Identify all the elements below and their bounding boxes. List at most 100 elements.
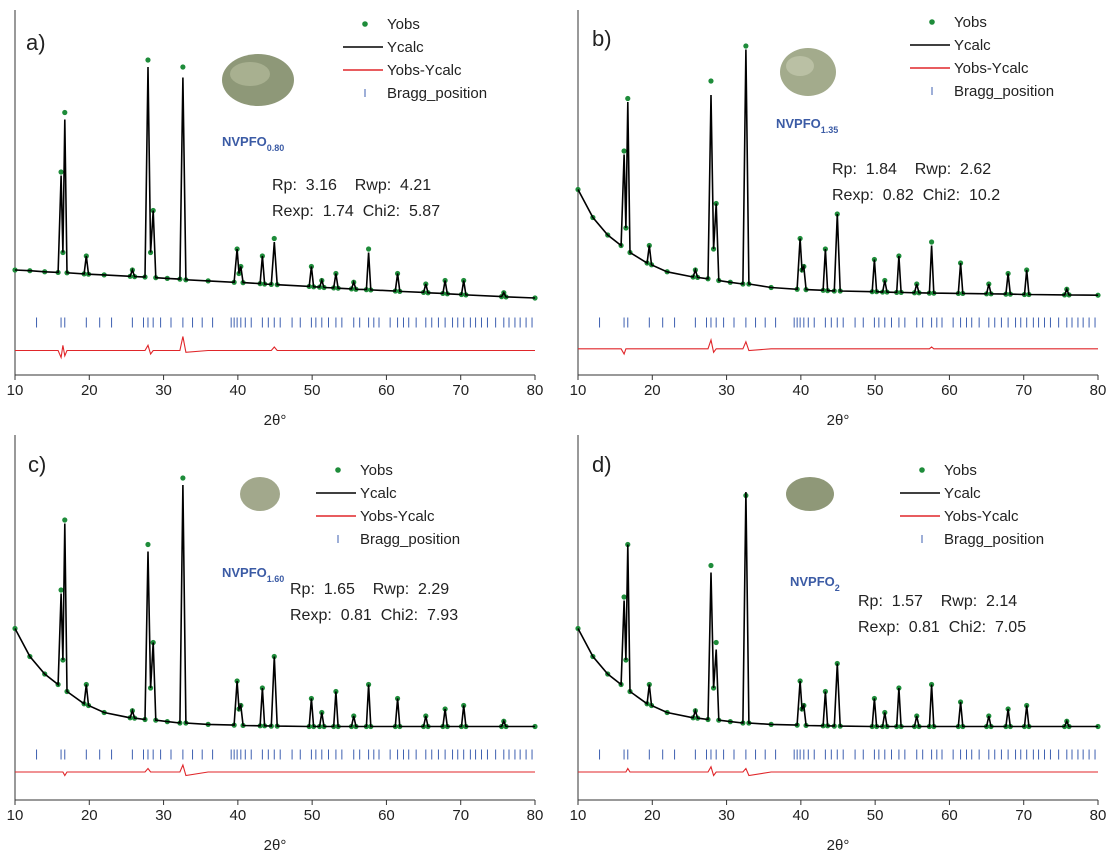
x-tick-label: 60 (378, 382, 395, 399)
yobs-point (708, 78, 714, 84)
legend-label: Yobs-Ycalc (360, 508, 435, 525)
yobs-point (62, 109, 68, 116)
x-tick-label: 10 (7, 382, 24, 399)
fit-statistics: Rexp: 0.81 Chi2: 7.93 (290, 607, 458, 624)
fit-statistics: Rp: 1.65 Rwp: 2.29 (290, 581, 449, 598)
x-tick-label: 80 (1090, 382, 1106, 399)
x-tick-label: 30 (718, 807, 735, 824)
x-tick-label: 40 (793, 807, 810, 824)
sample-sub: 1.35 (821, 125, 839, 135)
difference-line (578, 765, 1098, 777)
legend-label: Ycalc (387, 39, 424, 56)
sample-photo (230, 62, 270, 86)
sample-sub: 2 (835, 583, 840, 593)
legend-label: Yobs-Ycalc (954, 60, 1029, 77)
legend-label: Yobs-Ycalc (387, 62, 462, 79)
legend-label: Bragg_position (360, 531, 460, 548)
yobs-point (929, 239, 935, 245)
panel-label: d) (592, 452, 612, 477)
panel-label: b) (592, 26, 612, 51)
sample-base: NVPFO (222, 565, 267, 580)
x-tick-label: 20 (644, 382, 661, 399)
legend-label: Yobs (944, 462, 977, 479)
yobs-point (743, 43, 749, 49)
x-tick-label: 50 (304, 807, 321, 824)
legend-label: Bragg_position (954, 83, 1054, 100)
yobs-point (708, 562, 714, 569)
x-tick-label: 30 (155, 382, 172, 399)
legend-label: Bragg_position (387, 85, 487, 102)
yobs-point (145, 57, 151, 63)
x-tick-label: 70 (1015, 382, 1032, 399)
yobs-point (58, 169, 64, 175)
x-tick-label: 60 (378, 807, 395, 824)
x-axis-label: 2θ° (827, 837, 850, 854)
x-tick-label: 70 (452, 382, 469, 399)
yobs-point (621, 148, 627, 154)
sample-sub: 0.80 (267, 143, 285, 153)
x-tick-label: 80 (527, 382, 544, 399)
yobs-point (62, 517, 68, 523)
x-tick-label: 20 (81, 807, 98, 824)
sample-label: NVPFO1.60 (222, 565, 284, 584)
yobs-point (713, 639, 719, 646)
sample-label: NVPFO0.80 (222, 134, 284, 153)
x-tick-label: 20 (644, 807, 661, 824)
x-tick-label: 60 (941, 807, 958, 824)
legend-marker (362, 21, 368, 27)
panel-label: c) (28, 452, 46, 477)
yobs-point (145, 541, 151, 548)
x-tick-label: 50 (867, 382, 884, 399)
legend-label: Ycalc (944, 485, 981, 502)
sample-photo (786, 56, 814, 76)
x-tick-label: 40 (793, 382, 810, 399)
yobs-point (271, 235, 277, 242)
yobs-point (180, 475, 186, 481)
panel-label: a) (26, 30, 46, 55)
fit-statistics: Rexp: 0.81 Chi2: 7.05 (858, 619, 1026, 636)
ycalc-line (14, 66, 536, 299)
x-tick-label: 10 (7, 807, 24, 824)
x-tick-label: 50 (867, 807, 884, 824)
sample-photo (240, 477, 280, 511)
fit-statistics: Rp: 1.57 Rwp: 2.14 (858, 593, 1017, 610)
sample-label: NVPFO1.35 (776, 116, 838, 135)
sample-label: NVPFO2 (790, 574, 840, 593)
legend-label: Bragg_position (944, 531, 1044, 548)
ycalc-line (577, 491, 1098, 728)
legend-label: Yobs-Ycalc (944, 508, 1019, 525)
fit-statistics: Rp: 3.16 Rwp: 4.21 (272, 177, 431, 194)
fit-statistics: Rp: 1.84 Rwp: 2.62 (832, 161, 991, 178)
fit-statistics: Rexp: 1.74 Chi2: 5.87 (272, 203, 440, 220)
legend-label: Ycalc (360, 485, 397, 502)
ycalc-line (14, 484, 535, 728)
legend-label: Yobs (954, 14, 987, 31)
sample-base: NVPFO (776, 116, 821, 131)
x-tick-label: 40 (230, 807, 247, 824)
legend-marker (919, 467, 925, 473)
yobs-point (58, 587, 64, 593)
sample-base: NVPFO (790, 574, 835, 589)
yobs-point (366, 246, 372, 252)
x-tick-label: 70 (452, 807, 469, 824)
x-tick-label: 80 (1090, 807, 1106, 824)
yobs-point (625, 95, 631, 102)
x-axis-label: 2θ° (264, 837, 287, 854)
x-tick-label: 40 (230, 382, 247, 399)
yobs-point (180, 64, 186, 70)
legend-marker (335, 467, 341, 473)
fit-statistics: Rexp: 0.82 Chi2: 10.2 (832, 187, 1000, 204)
yobs-point (621, 594, 627, 600)
difference-line (15, 763, 535, 777)
legend-marker (929, 19, 935, 25)
ycalc-line (577, 49, 1099, 296)
x-tick-label: 70 (1015, 807, 1032, 824)
yobs-point (12, 267, 18, 273)
sample-sub: 1.60 (267, 574, 285, 584)
x-axis-label: 2θ° (264, 412, 287, 429)
legend-label: Yobs (360, 462, 393, 479)
x-tick-label: 10 (570, 807, 587, 824)
x-tick-label: 60 (941, 382, 958, 399)
x-tick-label: 30 (155, 807, 172, 824)
